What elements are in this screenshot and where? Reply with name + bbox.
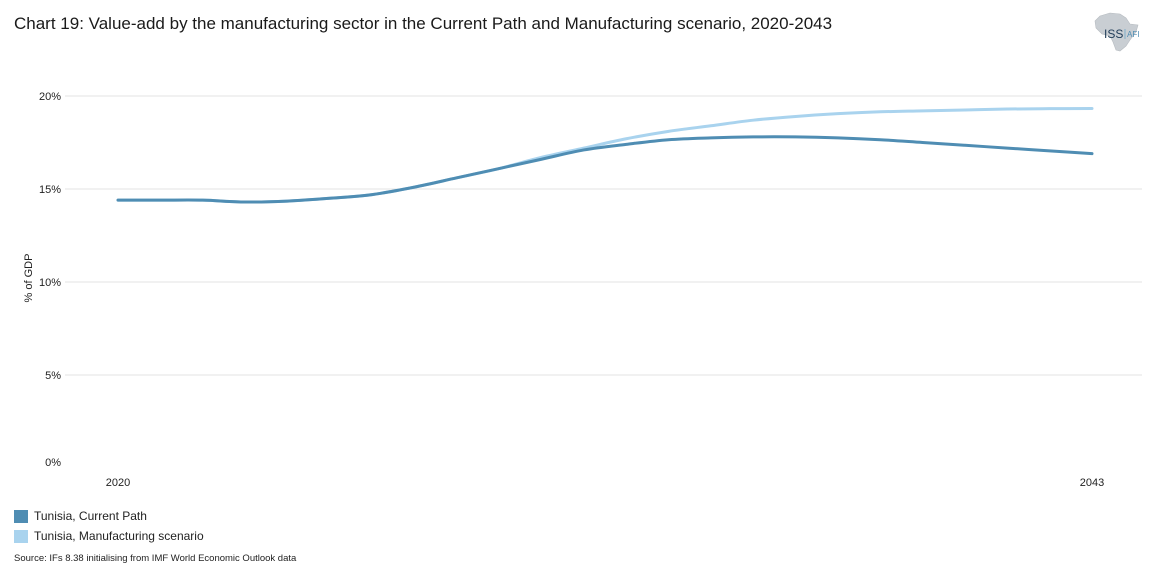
legend-label-current-path: Tunisia, Current Path: [34, 509, 147, 523]
legend-label-manufacturing: Tunisia, Manufacturing scenario: [34, 529, 204, 543]
logo-text-sub: AFI: [1127, 30, 1139, 39]
logo-text-main: ISS: [1104, 27, 1123, 41]
y-tick-label: 20%: [39, 91, 61, 103]
series-line-manufacturing: [116, 106, 1094, 204]
x-axis-ticks: 2020 2043: [106, 477, 1104, 489]
legend-item-manufacturing: Tunisia, Manufacturing scenario: [14, 529, 204, 543]
y-tick-label: 10%: [39, 277, 61, 289]
legend-swatch-manufacturing: [14, 529, 28, 543]
y-axis-ticks: 0% 5% 10% 15% 20%: [39, 91, 61, 469]
iss-afi-logo: ISS AFI: [1086, 10, 1146, 54]
gridlines: [65, 95, 1142, 376]
series-line-current-path: [116, 135, 1094, 204]
y-tick-label: 5%: [45, 370, 61, 382]
series-lines: [116, 106, 1094, 204]
y-tick-label: 15%: [39, 184, 61, 196]
y-tick-label: 0%: [45, 457, 61, 469]
chart-title: Chart 19: Value-add by the manufacturing…: [14, 14, 833, 33]
source-note: Source: IFs 8.38 initialising from IMF W…: [14, 553, 297, 564]
y-axis-label: % of GDP: [23, 254, 35, 303]
africa-map-icon: ISS AFI: [1094, 12, 1139, 52]
legend-item-current-path: Tunisia, Current Path: [14, 509, 147, 523]
x-tick-label: 2043: [1080, 477, 1104, 489]
legend-swatch-current-path: [14, 509, 28, 523]
x-tick-label: 2020: [106, 477, 130, 489]
